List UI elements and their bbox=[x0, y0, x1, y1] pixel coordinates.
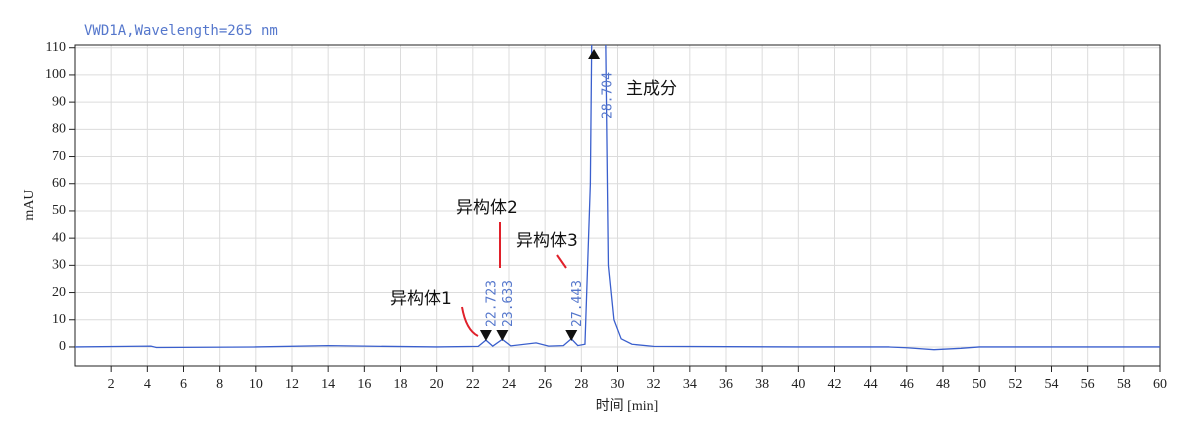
x-tick-label: 38 bbox=[755, 377, 769, 392]
x-tick-label: 48 bbox=[936, 377, 950, 392]
peak-label: 23.633 bbox=[501, 280, 516, 327]
peak-label: 22.723 bbox=[484, 280, 499, 327]
peak-marker bbox=[588, 49, 601, 59]
x-tick-label: 28 bbox=[574, 377, 588, 392]
x-tick-label: 10 bbox=[249, 377, 263, 392]
plot-frame bbox=[74, 44, 1161, 367]
x-tick-label: 42 bbox=[828, 377, 842, 392]
y-tick-label: 110 bbox=[46, 40, 66, 55]
x-tick-label: 40 bbox=[791, 377, 805, 392]
annotation: 异构体2 bbox=[456, 198, 518, 218]
x-tick-label: 36 bbox=[719, 377, 733, 392]
y-tick-label: 70 bbox=[52, 149, 66, 164]
y-tick-label: 30 bbox=[52, 258, 66, 273]
x-tick-label: 18 bbox=[394, 377, 408, 392]
annotation: 主成分 bbox=[626, 79, 677, 99]
y-tick-label: 80 bbox=[52, 122, 66, 137]
x-tick-label: 56 bbox=[1081, 377, 1095, 392]
y-tick-label: 10 bbox=[52, 312, 66, 327]
y-tick-label: 20 bbox=[52, 285, 66, 300]
x-tick-label: 60 bbox=[1153, 377, 1167, 392]
x-tick-label: 32 bbox=[647, 377, 661, 392]
x-tick-label: 46 bbox=[900, 377, 914, 392]
x-tick-label: 44 bbox=[864, 377, 878, 392]
chart-title: VWD1A,Wavelength=265 nm bbox=[84, 23, 278, 39]
y-tick-label: 60 bbox=[52, 176, 66, 191]
chromatogram-line bbox=[75, 45, 1160, 351]
x-tick-label: 24 bbox=[502, 377, 516, 392]
peak-marker bbox=[496, 329, 509, 341]
y-tick-label: 0 bbox=[59, 339, 66, 354]
x-tick-label: 12 bbox=[285, 377, 299, 392]
x-tick-label: 22 bbox=[466, 377, 480, 392]
x-tick-label: 16 bbox=[357, 377, 371, 392]
y-tick-label: 50 bbox=[52, 203, 66, 218]
peak-label: 28.704 bbox=[601, 72, 616, 119]
peak-marker bbox=[565, 329, 578, 341]
y-axis-label: mAU bbox=[22, 189, 37, 220]
annotation: 异构体3 bbox=[516, 231, 578, 251]
x-tick-label: 14 bbox=[321, 377, 335, 392]
x-axis-label: 时间 [min] bbox=[596, 398, 659, 414]
peak-label: 27.443 bbox=[570, 280, 585, 327]
x-tick-label: 2 bbox=[108, 377, 115, 392]
peak-marker bbox=[479, 329, 492, 341]
x-tick-label: 34 bbox=[683, 377, 697, 392]
plot-area bbox=[75, 45, 1160, 351]
annotation-leader bbox=[461, 306, 479, 337]
y-tick-label: 90 bbox=[52, 94, 66, 109]
x-tick-label: 50 bbox=[972, 377, 986, 392]
y-tick-label: 100 bbox=[45, 67, 66, 82]
x-tick-label: 8 bbox=[216, 377, 223, 392]
x-tick-label: 52 bbox=[1008, 377, 1022, 392]
x-tick-label: 58 bbox=[1117, 377, 1131, 392]
x-tick-label: 30 bbox=[611, 377, 625, 392]
x-tick-label: 6 bbox=[180, 377, 187, 392]
annotation-leader bbox=[556, 254, 567, 269]
annotation: 异构体1 bbox=[390, 289, 452, 309]
x-tick-label: 54 bbox=[1045, 377, 1059, 392]
x-tick-label: 26 bbox=[538, 377, 552, 392]
x-tick-label: 20 bbox=[430, 377, 444, 392]
x-tick-label: 4 bbox=[144, 377, 151, 392]
y-tick-label: 40 bbox=[52, 230, 66, 245]
